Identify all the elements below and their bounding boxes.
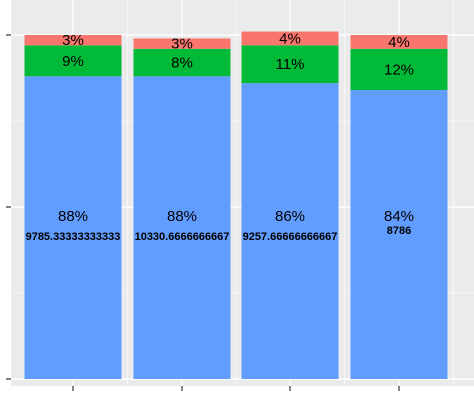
segment-percent-label: 4% [388,34,410,51]
bar-segment [133,76,231,379]
segment-percent-label: 3% [171,36,193,53]
segment-percent-label: 11% [276,56,305,73]
segment-percent-label: 86% [275,208,305,225]
segment-percent-label: 88% [58,208,88,225]
tick-layer [6,34,400,391]
segment-percent-label: 84% [384,208,414,225]
segment-count-label: 8786 [387,225,411,237]
label-layer: 88% 9% 3% 9785.33333333333 88% 8% 3% 10330.6666… [26,30,414,243]
bar-segment [133,48,231,77]
segment-percent-label: 88% [167,208,197,225]
segment-percent-label: 4% [279,30,301,47]
segment-percent-label: 8% [171,55,193,72]
segment-percent-label: 9% [62,53,84,70]
bar-segment [24,76,122,379]
bar-segment [24,35,122,46]
bar-segment [350,48,448,91]
segment-count-label: 9785.33333333333 [26,231,121,243]
bar-segment [350,90,448,379]
bar-segment [133,38,231,49]
bar-segment [24,45,122,77]
bar-segment [350,35,448,49]
bar-segment [241,83,339,379]
bar-layer [24,31,448,379]
bar-segment [241,45,339,84]
segment-percent-label: 3% [62,32,84,49]
bar-segment [241,31,339,46]
segment-count-label: 9257.66666666667 [243,231,338,243]
segment-percent-label: 12% [384,61,414,78]
segment-count-label: 10330.6666666667 [135,231,230,243]
